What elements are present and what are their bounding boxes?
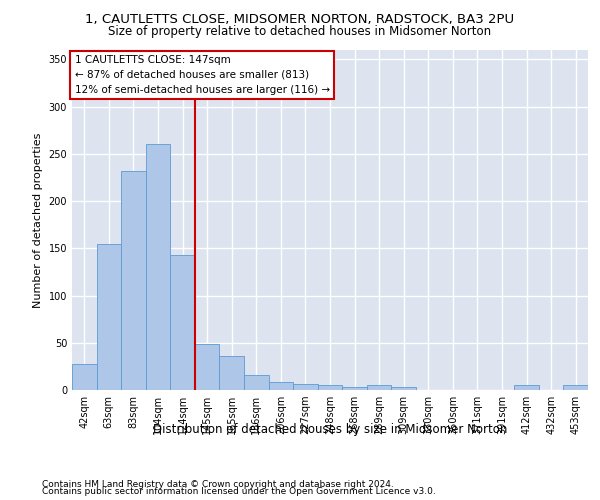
Bar <box>342 387 367 390</box>
Bar <box>318 386 342 390</box>
Bar <box>72 364 97 390</box>
Bar <box>293 384 318 390</box>
Bar <box>146 144 170 390</box>
Bar <box>563 386 588 390</box>
Bar <box>97 244 121 390</box>
Text: Contains HM Land Registry data © Crown copyright and database right 2024.: Contains HM Land Registry data © Crown c… <box>42 480 394 489</box>
Text: 1 CAUTLETTS CLOSE: 147sqm
← 87% of detached houses are smaller (813)
12% of semi: 1 CAUTLETTS CLOSE: 147sqm ← 87% of detac… <box>74 55 330 94</box>
Bar <box>170 255 195 390</box>
Text: Contains public sector information licensed under the Open Government Licence v3: Contains public sector information licen… <box>42 487 436 496</box>
Bar <box>269 382 293 390</box>
Bar <box>244 375 269 390</box>
Y-axis label: Number of detached properties: Number of detached properties <box>33 132 43 308</box>
Text: Size of property relative to detached houses in Midsomer Norton: Size of property relative to detached ho… <box>109 25 491 38</box>
Bar <box>121 171 146 390</box>
Bar <box>220 356 244 390</box>
Text: 1, CAUTLETTS CLOSE, MIDSOMER NORTON, RADSTOCK, BA3 2PU: 1, CAUTLETTS CLOSE, MIDSOMER NORTON, RAD… <box>85 12 515 26</box>
Bar <box>367 386 391 390</box>
Text: Distribution of detached houses by size in Midsomer Norton: Distribution of detached houses by size … <box>153 422 507 436</box>
Bar <box>195 344 220 390</box>
Bar <box>391 387 416 390</box>
Bar <box>514 386 539 390</box>
